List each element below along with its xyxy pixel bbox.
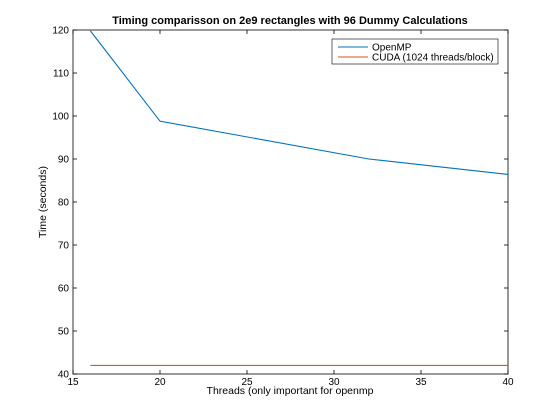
chart-title: Timing comparisson on 2e9 rectangles wit… bbox=[112, 15, 468, 27]
y-tick-label: 90 bbox=[58, 155, 70, 166]
x-tick-label: 15 bbox=[67, 377, 79, 388]
y-tick-label: 120 bbox=[52, 26, 69, 37]
legend-box bbox=[331, 38, 499, 65]
x-axis: 15 20 25 30 35 40 bbox=[67, 30, 514, 388]
y-axis-label: Time (seconds) bbox=[37, 166, 49, 238]
legend-label-cuda: CUDA (1024 threads/block) bbox=[372, 53, 494, 64]
x-tick-label: 30 bbox=[328, 377, 340, 388]
legend-label-openmp: OpenMP bbox=[372, 43, 412, 54]
x-tick-label: 40 bbox=[502, 377, 514, 388]
y-tick-label: 110 bbox=[53, 69, 69, 80]
y-tick-label: 40 bbox=[58, 370, 70, 381]
y-tick-label: 100 bbox=[52, 112, 69, 123]
x-axis-label: Threads (only important for openmp bbox=[207, 385, 374, 397]
x-tick-label: 35 bbox=[415, 377, 427, 388]
series-line-openmp bbox=[89, 30, 509, 176]
plot-area bbox=[72, 29, 509, 375]
y-axis: 40 50 60 70 80 90 100 110 120 bbox=[52, 26, 508, 381]
y-tick-label: 80 bbox=[58, 198, 70, 209]
y-tick-label: 50 bbox=[58, 327, 70, 338]
x-tick-label: 25 bbox=[241, 377, 253, 388]
x-tick-label: 20 bbox=[154, 377, 166, 388]
series-layer bbox=[89, 30, 509, 366]
y-tick-label: 70 bbox=[58, 241, 70, 252]
y-tick-label: 60 bbox=[58, 284, 70, 295]
